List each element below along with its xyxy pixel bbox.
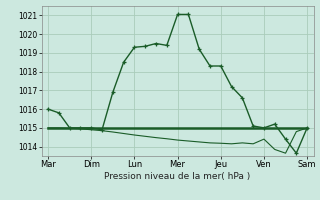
X-axis label: Pression niveau de la mer( hPa ): Pression niveau de la mer( hPa ) bbox=[104, 172, 251, 181]
